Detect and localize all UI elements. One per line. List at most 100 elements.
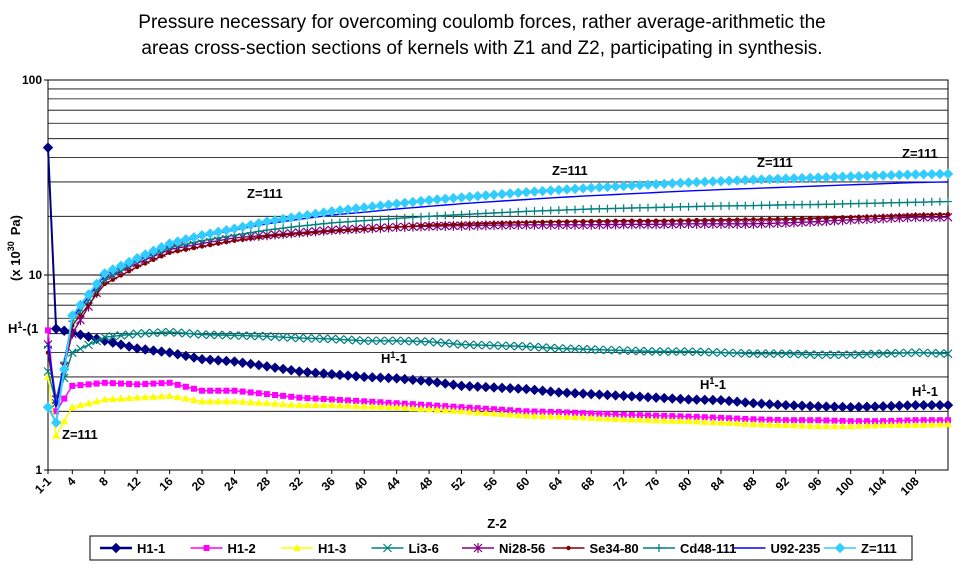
marker-square: [417, 401, 424, 408]
marker-triangle: [741, 419, 750, 427]
marker-triangle: [230, 397, 239, 405]
marker-diamond: [561, 387, 573, 399]
marker-dot: [499, 220, 505, 226]
marker-diamond: [123, 256, 135, 268]
marker-triangle: [652, 416, 661, 424]
marker-diamond: [577, 388, 589, 399]
marker-diamond: [294, 211, 305, 222]
marker-diamond: [480, 190, 492, 201]
marker-square: [93, 380, 100, 387]
marker-plus: [352, 217, 361, 226]
marker-plus: [271, 225, 280, 234]
marker-dot: [743, 217, 748, 222]
marker-x: [554, 344, 564, 353]
marker-diamond: [140, 344, 151, 355]
marker-diamond: [294, 366, 305, 377]
marker-diamond: [367, 372, 378, 383]
marker-dot: [840, 215, 845, 220]
marker-dot: [580, 219, 586, 224]
marker-x: [894, 348, 904, 358]
marker-square: [531, 408, 538, 415]
chart-title-line2: areas cross-section sections of kernels …: [141, 38, 822, 59]
marker-dot: [394, 224, 399, 230]
marker-diamond: [837, 401, 848, 413]
marker-x: [546, 343, 556, 353]
marker-plus: [733, 201, 742, 210]
marker-triangle: [781, 421, 790, 429]
marker-plus: [595, 204, 604, 213]
marker-square: [596, 410, 603, 417]
marker-square: [117, 380, 124, 387]
x-tick-label: 56: [481, 474, 501, 494]
marker-asterisk: [473, 543, 483, 553]
x-tick-label: 100: [833, 474, 857, 498]
marker-diamond: [659, 392, 670, 404]
marker-plus: [287, 223, 296, 232]
marker-x: [935, 348, 945, 358]
marker-diamond: [715, 175, 727, 187]
x-tick-label: 24: [221, 474, 241, 494]
marker-dot: [702, 217, 707, 223]
marker-plus: [903, 198, 912, 207]
marker-diamond: [261, 361, 273, 372]
marker-diamond: [934, 399, 946, 411]
marker-diamond: [756, 398, 767, 409]
marker-x: [854, 350, 864, 359]
marker-dot: [872, 214, 878, 219]
marker-x: [286, 333, 296, 343]
marker-diamond: [42, 142, 54, 153]
series-line: [47, 330, 948, 422]
marker-square: [612, 411, 619, 418]
marker-square: [320, 396, 327, 403]
marker-triangle: [254, 398, 263, 406]
marker-diamond: [277, 213, 289, 225]
marker-x: [651, 347, 661, 356]
marker-diamond: [723, 175, 735, 186]
marker-x: [140, 328, 150, 338]
marker-triangle: [830, 422, 839, 430]
marker-triangle: [400, 403, 409, 411]
marker-diamond: [610, 181, 621, 192]
marker-dot: [597, 218, 602, 224]
marker-diamond: [642, 179, 654, 190]
marker-x: [84, 340, 93, 350]
marker-diamond: [423, 376, 435, 387]
marker-dot: [134, 264, 140, 270]
marker-diamond: [472, 381, 483, 392]
marker-triangle: [522, 411, 531, 419]
marker-triangle: [822, 422, 831, 430]
series-line: [47, 181, 949, 408]
marker-plus: [644, 203, 652, 212]
marker-triangle: [749, 420, 758, 428]
marker-x: [205, 330, 215, 340]
marker-plus: [660, 203, 669, 212]
marker-diamond: [172, 236, 183, 247]
marker-x: [830, 350, 839, 360]
marker-triangle: [895, 421, 904, 429]
marker-square: [669, 413, 676, 420]
marker-diamond: [83, 331, 94, 342]
marker-square: [799, 417, 806, 424]
marker-x: [578, 344, 588, 354]
marker-diamond: [715, 394, 727, 406]
marker-triangle: [108, 395, 117, 403]
marker-square: [199, 387, 206, 394]
x-tick-label: 80: [675, 474, 695, 494]
x-tick-label: 1-1: [32, 474, 54, 496]
marker-triangle: [222, 397, 231, 405]
marker-diamond: [164, 347, 175, 358]
legend-item: Ni28-56: [462, 541, 545, 556]
marker-square: [280, 392, 287, 399]
marker-dot: [264, 234, 270, 239]
marker-plus: [871, 199, 880, 208]
marker-square: [563, 409, 570, 416]
marker-x: [740, 348, 750, 358]
marker-square: [174, 381, 181, 388]
y-axis-label-suffix: Pa): [8, 215, 23, 235]
marker-triangle: [635, 415, 644, 423]
marker-diamond: [448, 192, 459, 204]
series-layer: [42, 142, 954, 439]
marker-diamond: [245, 358, 256, 370]
marker-plus: [319, 219, 328, 228]
